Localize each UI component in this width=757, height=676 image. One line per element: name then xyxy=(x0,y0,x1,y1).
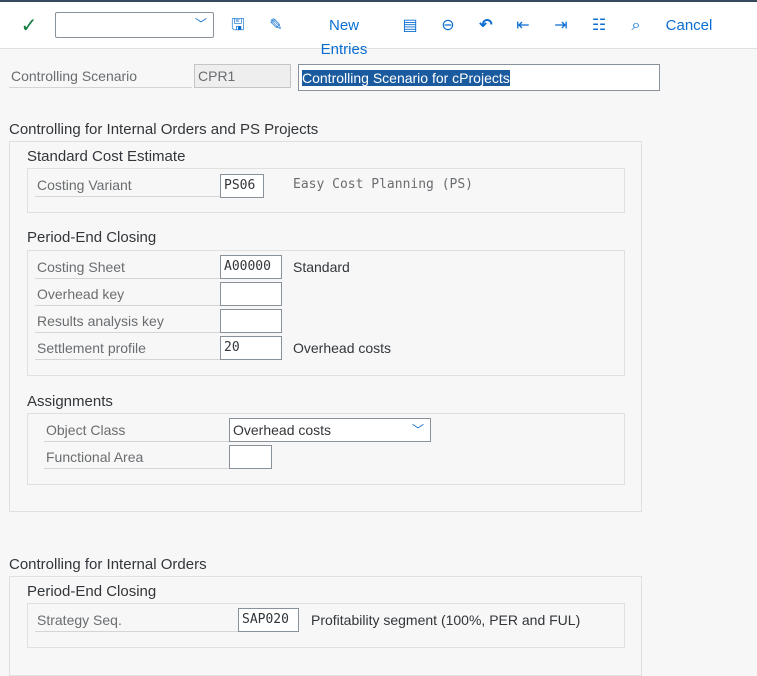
costing-sheet-field[interactable]: A00000 xyxy=(220,255,282,279)
object-class-dropdown[interactable]: Overhead costs ﹀ xyxy=(229,418,431,442)
section-title: Assignments xyxy=(27,393,113,410)
object-class-value: Overhead costs xyxy=(233,422,332,438)
functional-area-label: Functional Area xyxy=(44,447,229,469)
costing-sheet-text: Standard xyxy=(293,259,350,275)
select-all-icon[interactable]: ☷ xyxy=(591,17,607,34)
section-title: Standard Cost Estimate xyxy=(27,148,186,165)
scenario-code-field: CPR1 xyxy=(194,64,291,88)
scenario-description-field[interactable]: Controlling Scenario for cProjects xyxy=(298,64,660,91)
costing-variant-field[interactable]: PS06 xyxy=(220,174,264,198)
overhead-key-field[interactable] xyxy=(220,282,282,306)
section-box xyxy=(27,413,625,485)
cancel-button[interactable]: Cancel xyxy=(665,17,713,34)
selected-text: Controlling Scenario for cProjects xyxy=(302,70,510,86)
results-analysis-key-label: Results analysis key xyxy=(35,311,220,333)
command-field[interactable]: ﹀ xyxy=(55,12,214,38)
group-title: Controlling for Internal Orders and PS P… xyxy=(9,121,319,138)
costing-variant-label: Costing Variant xyxy=(35,175,220,197)
section-box xyxy=(27,250,625,376)
check-icon[interactable]: ✓ xyxy=(20,15,38,37)
copy-icon[interactable]: ▤ xyxy=(402,17,418,34)
settlement-profile-text: Overhead costs xyxy=(293,340,392,356)
settlement-profile-field[interactable]: 20 xyxy=(220,336,282,360)
strategy-seq-label: Strategy Seq. xyxy=(35,610,238,632)
new-entries-button[interactable]: New Entries xyxy=(320,17,368,58)
overhead-key-label: Overhead key xyxy=(35,284,220,306)
delete-icon[interactable]: ⊖ xyxy=(441,17,455,34)
toolbar: ✓ ﹀ 🖫 ✎ New Entries ▤ ⊖ ↶ ⇤ ⇥ ☷ ⌕ Cancel xyxy=(0,0,757,58)
functional-area-field[interactable] xyxy=(229,445,272,469)
save-icon[interactable]: 🖫 xyxy=(231,17,245,34)
next-entry-icon[interactable]: ⇥ xyxy=(554,17,568,34)
previous-entry-icon[interactable]: ⇤ xyxy=(516,17,530,34)
section-title: Period-End Closing xyxy=(27,583,157,600)
chevron-down-icon: ﹀ xyxy=(194,17,207,31)
costing-sheet-label: Costing Sheet xyxy=(35,257,220,279)
settlement-profile-label: Settlement profile xyxy=(35,338,220,360)
strategy-seq-field[interactable]: SAP020 xyxy=(238,608,299,632)
results-analysis-key-field[interactable] xyxy=(220,309,282,333)
strategy-seq-text: Profitability segment (100%, PER and FUL… xyxy=(311,612,581,628)
object-class-label: Object Class xyxy=(44,420,229,442)
section-title: Period-End Closing xyxy=(27,229,157,246)
chevron-down-icon: ﹀ xyxy=(411,423,424,437)
group-box xyxy=(9,141,642,512)
where-used-icon[interactable]: ⌕ xyxy=(631,17,641,34)
controlling-scenario-label: Controlling Scenario xyxy=(9,66,192,88)
undo-icon[interactable]: ↶ xyxy=(479,17,493,34)
section-box xyxy=(27,603,625,648)
group-title: Controlling for Internal Orders xyxy=(9,556,207,573)
section-box xyxy=(27,168,625,213)
display-change-icon[interactable]: ✎ xyxy=(269,17,283,34)
costing-variant-text: Easy Cost Planning (PS) xyxy=(293,177,474,192)
